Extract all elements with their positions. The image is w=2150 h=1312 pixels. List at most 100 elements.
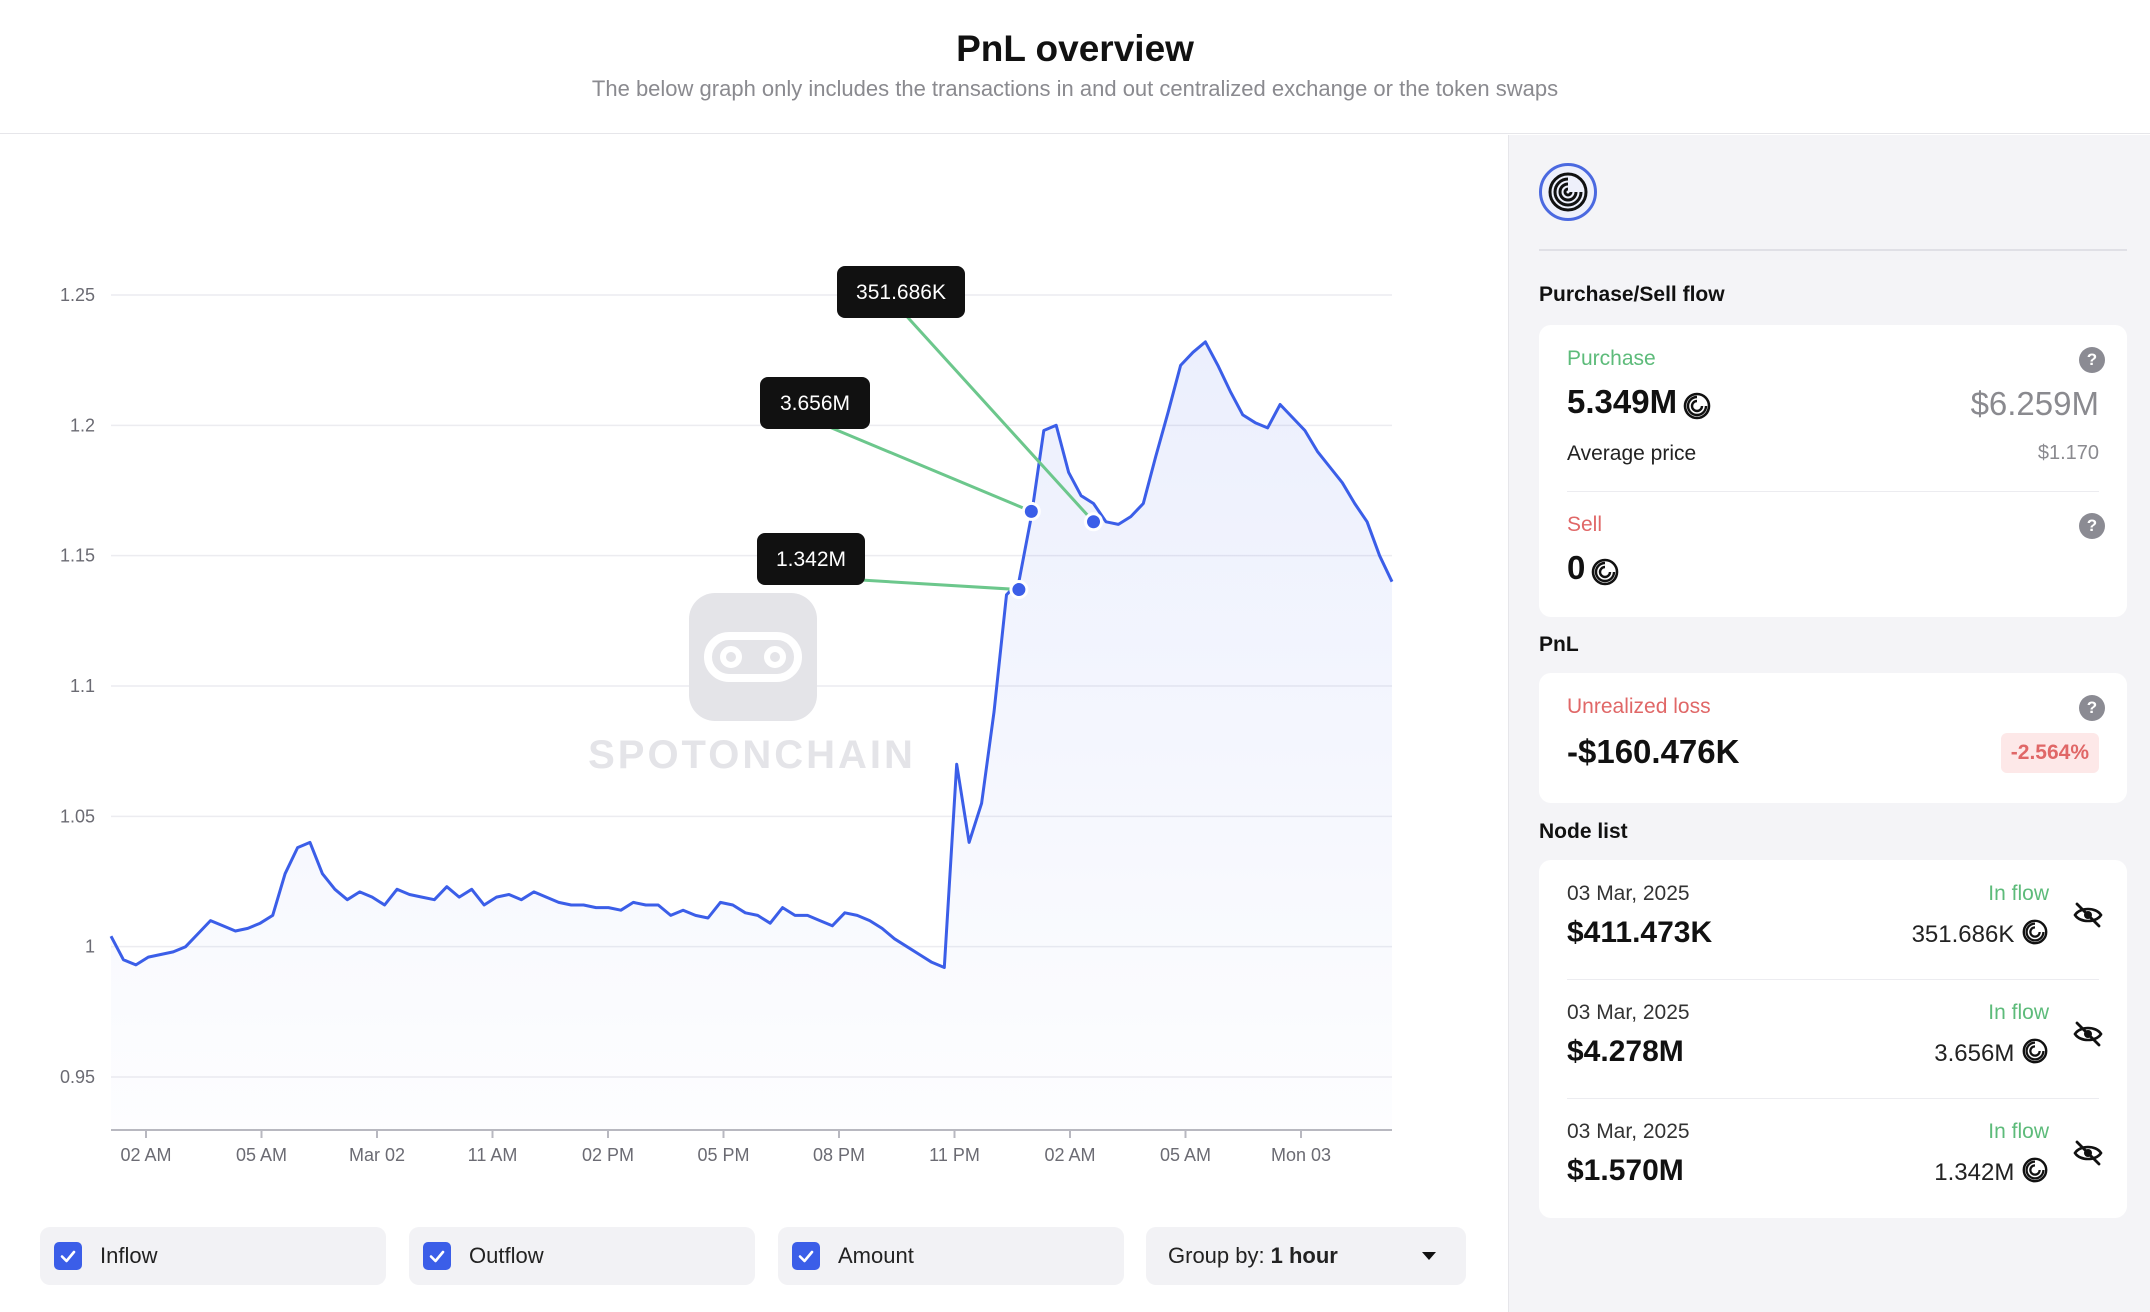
average-price-value: $1.170 xyxy=(2037,442,2099,464)
node-usd: $4.278M xyxy=(1567,1035,1684,1068)
node-usd: $1.570M xyxy=(1567,1154,1684,1187)
node-marker[interactable] xyxy=(1009,580,1029,600)
token-coin-icon xyxy=(2021,1156,2049,1191)
node-marker[interactable] xyxy=(1021,501,1041,521)
pnl-title: PnL xyxy=(1539,633,1579,656)
amount-toggle[interactable]: Amount xyxy=(778,1227,1124,1285)
token-coin-icon xyxy=(1590,557,1620,592)
y-tick-label: 1.1 xyxy=(70,676,95,696)
purchase-sell-card: Purchase ? 5.349M $6.259M Average price … xyxy=(1539,325,2127,617)
x-tick-label: 05 AM xyxy=(1160,1145,1211,1165)
node-item[interactable]: 03 Mar, 2025 $411.473K In flow 351.686K xyxy=(1539,860,2127,979)
pnl-percent-badge: -2.564% xyxy=(2000,733,2099,773)
group-by-value: 1 hour xyxy=(1270,1243,1338,1268)
node-date: 03 Mar, 2025 xyxy=(1567,882,1690,905)
y-tick-label: 1.15 xyxy=(60,546,95,566)
x-tick-label: 02 PM xyxy=(582,1145,634,1165)
sell-label: Sell xyxy=(1567,513,1603,536)
x-tick-label: 08 PM xyxy=(813,1145,865,1165)
chart-panel: SPOTONCHAIN 351.686K 3.656M 1.342M 0.95 1 1.… xyxy=(0,135,1508,1312)
checkbox-checked-icon[interactable] xyxy=(54,1242,82,1270)
inflow-toggle[interactable]: Inflow xyxy=(40,1227,386,1285)
page-subtitle: The below graph only includes the transa… xyxy=(591,76,1559,101)
x-tick-label: 02 AM xyxy=(120,1145,171,1165)
pnl-chart[interactable]: SPOTONCHAIN 351.686K 3.656M 1.342M 0.95 1 1.… xyxy=(0,135,1508,1215)
token-coin-icon xyxy=(1682,391,1712,426)
purchase-label: Purchase xyxy=(1567,347,1656,370)
group-by-select[interactable]: Group by: 1 hour xyxy=(1146,1227,1466,1285)
x-tick-label: 11 PM xyxy=(929,1145,980,1165)
node-flow: In flow xyxy=(1988,1120,2049,1143)
node-divider xyxy=(1567,979,2099,980)
annotation-box[interactable] xyxy=(757,533,865,585)
group-by-label: Group by: xyxy=(1168,1243,1265,1268)
series-line[interactable] xyxy=(109,340,1394,969)
node-date: 03 Mar, 2025 xyxy=(1567,1120,1690,1143)
token-coin-icon xyxy=(2021,918,2049,953)
y-tick-label: 1.25 xyxy=(60,285,95,305)
checkbox-checked-icon[interactable] xyxy=(423,1242,451,1270)
annotation-box[interactable] xyxy=(837,266,965,318)
watermark: SPOTONCHAIN xyxy=(588,593,916,777)
annotation-label: 1.342M xyxy=(776,548,846,571)
x-tick-label: 05 PM xyxy=(697,1145,749,1165)
area-fill xyxy=(111,341,1392,1130)
node-item[interactable]: 03 Mar, 2025 $4.278M In flow 3.656M xyxy=(1539,979,2127,1098)
y-tick-label: 1.2 xyxy=(70,415,95,435)
y-tick-label: 1.05 xyxy=(60,806,95,826)
sell-amount: 0 xyxy=(1567,549,1586,586)
card-divider xyxy=(1567,491,2099,492)
eye-off-icon[interactable] xyxy=(2073,1140,2103,1171)
amount-label: Amount xyxy=(838,1243,914,1268)
purchase-amount-row: 5.349M xyxy=(1567,383,1712,426)
page-title: PnL overview xyxy=(956,28,1194,69)
help-icon[interactable]: ? xyxy=(2079,347,2105,373)
purchase-usd: $6.259M xyxy=(1970,385,2099,422)
eye-off-icon[interactable] xyxy=(2073,1021,2103,1052)
x-tick-label: Mar 02 xyxy=(349,1145,405,1165)
token-coin-icon xyxy=(2021,1037,2049,1072)
outflow-toggle[interactable]: Outflow xyxy=(409,1227,755,1285)
unrealized-loss-value: -$160.476K xyxy=(1567,733,1740,770)
node-flow: In flow xyxy=(1988,882,2049,905)
x-tick-label: 11 AM xyxy=(468,1145,518,1165)
average-price-label: Average price xyxy=(1567,442,1697,465)
watermark-text: SPOTONCHAIN xyxy=(588,733,916,777)
checkbox-checked-icon[interactable] xyxy=(792,1242,820,1270)
page-header: PnL overview The below graph only includ… xyxy=(0,0,2150,134)
node-list-card: 03 Mar, 2025 $411.473K In flow 351.686K … xyxy=(1539,860,2127,1218)
unrealized-loss-label: Unrealized loss xyxy=(1567,695,1711,718)
node-amount: 1.342M xyxy=(1934,1158,2015,1186)
node-amount: 3.656M xyxy=(1934,1039,2015,1067)
chevron-down-icon xyxy=(1422,1252,1436,1260)
y-tick-label: 1 xyxy=(85,937,95,957)
node-marker[interactable] xyxy=(1084,512,1104,532)
sidebar: Purchase/Sell flow Purchase ? 5.349M $6.… xyxy=(1508,135,2150,1312)
node-usd: $411.473K xyxy=(1567,916,1713,949)
annotation-label: 3.656M xyxy=(780,392,850,415)
node-item[interactable]: 03 Mar, 2025 $1.570M In flow 1.342M xyxy=(1539,1098,2127,1217)
node-flow: In flow xyxy=(1988,1001,2049,1024)
annotation-connector xyxy=(814,419,1032,513)
sidebar-divider xyxy=(1539,249,2127,251)
purchase-sell-title: Purchase/Sell flow xyxy=(1539,283,1725,306)
chart-toggles: Inflow Outflow Amount Group by: 1 hour xyxy=(0,1227,1508,1297)
x-tick-label: 02 AM xyxy=(1044,1145,1095,1165)
help-icon[interactable]: ? xyxy=(2079,513,2105,539)
eye-off-icon[interactable] xyxy=(2073,902,2103,933)
node-divider xyxy=(1567,1098,2099,1099)
annotation-label: 351.686K xyxy=(856,281,946,304)
help-icon[interactable]: ? xyxy=(2079,695,2105,721)
node-amount-row: 3.656M xyxy=(1934,1037,2049,1072)
inflow-label: Inflow xyxy=(100,1243,158,1268)
pnl-card: Unrealized loss ? -$160.476K -2.564% xyxy=(1539,673,2127,803)
node-list-title: Node list xyxy=(1539,820,1628,843)
x-tick-label: 05 AM xyxy=(236,1145,287,1165)
outflow-label: Outflow xyxy=(469,1243,544,1268)
node-date: 03 Mar, 2025 xyxy=(1567,1001,1690,1024)
sell-amount-row: 0 xyxy=(1567,549,1620,592)
annotation-connector xyxy=(899,308,1095,523)
annotation-box[interactable] xyxy=(760,377,870,429)
node-amount: 351.686K xyxy=(1911,920,2015,948)
x-tick-label: Mon 03 xyxy=(1271,1145,1331,1165)
